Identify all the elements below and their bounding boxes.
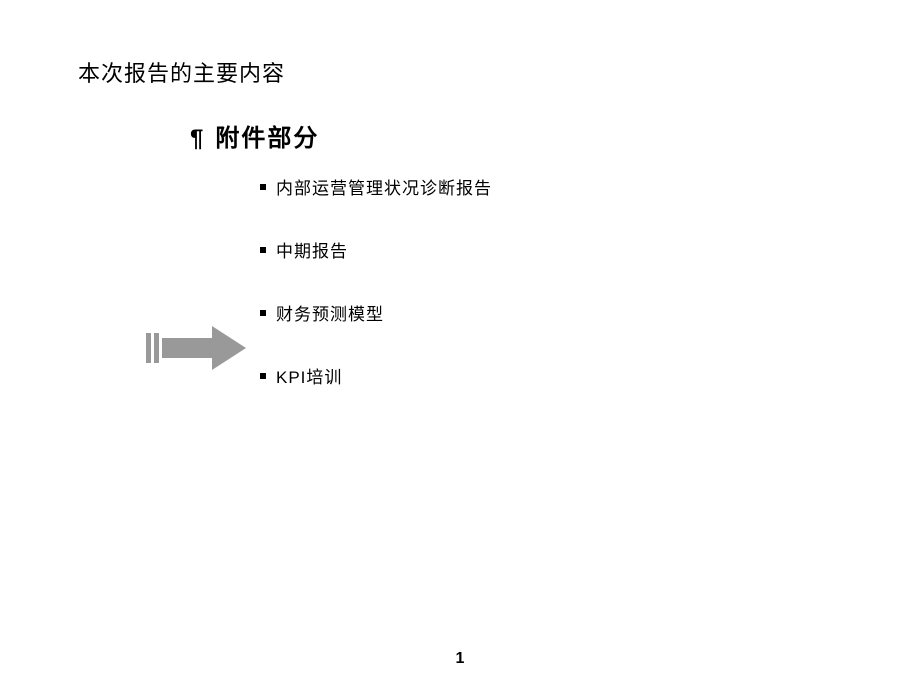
- list-item: 内部运营管理状况诊断报告: [260, 174, 492, 199]
- square-bullet-icon: [260, 184, 266, 190]
- arrow-icon: [146, 326, 246, 370]
- square-bullet-icon: [260, 310, 266, 316]
- section-heading: ¶ 附件部分: [190, 118, 319, 153]
- list-item: 财务预测模型: [260, 300, 492, 325]
- list-item: 中期报告: [260, 237, 492, 262]
- square-bullet-icon: [260, 247, 266, 253]
- list-item: KPI培训: [260, 363, 492, 388]
- bullet-list: 内部运营管理状况诊断报告 中期报告 财务预测模型 KPI培训: [260, 174, 492, 426]
- page-number: 1: [456, 650, 465, 668]
- square-bullet-icon: [260, 373, 266, 379]
- section-heading-text: 附件部分: [215, 125, 319, 152]
- slide-title: 本次报告的主要内容: [78, 56, 285, 88]
- bullet-text: KPI培训: [276, 363, 342, 388]
- bullet-text: 财务预测模型: [276, 300, 384, 325]
- bullet-text: 中期报告: [276, 237, 348, 262]
- bullet-text: 内部运营管理状况诊断报告: [276, 174, 492, 199]
- pilcrow-icon: ¶: [190, 125, 205, 152]
